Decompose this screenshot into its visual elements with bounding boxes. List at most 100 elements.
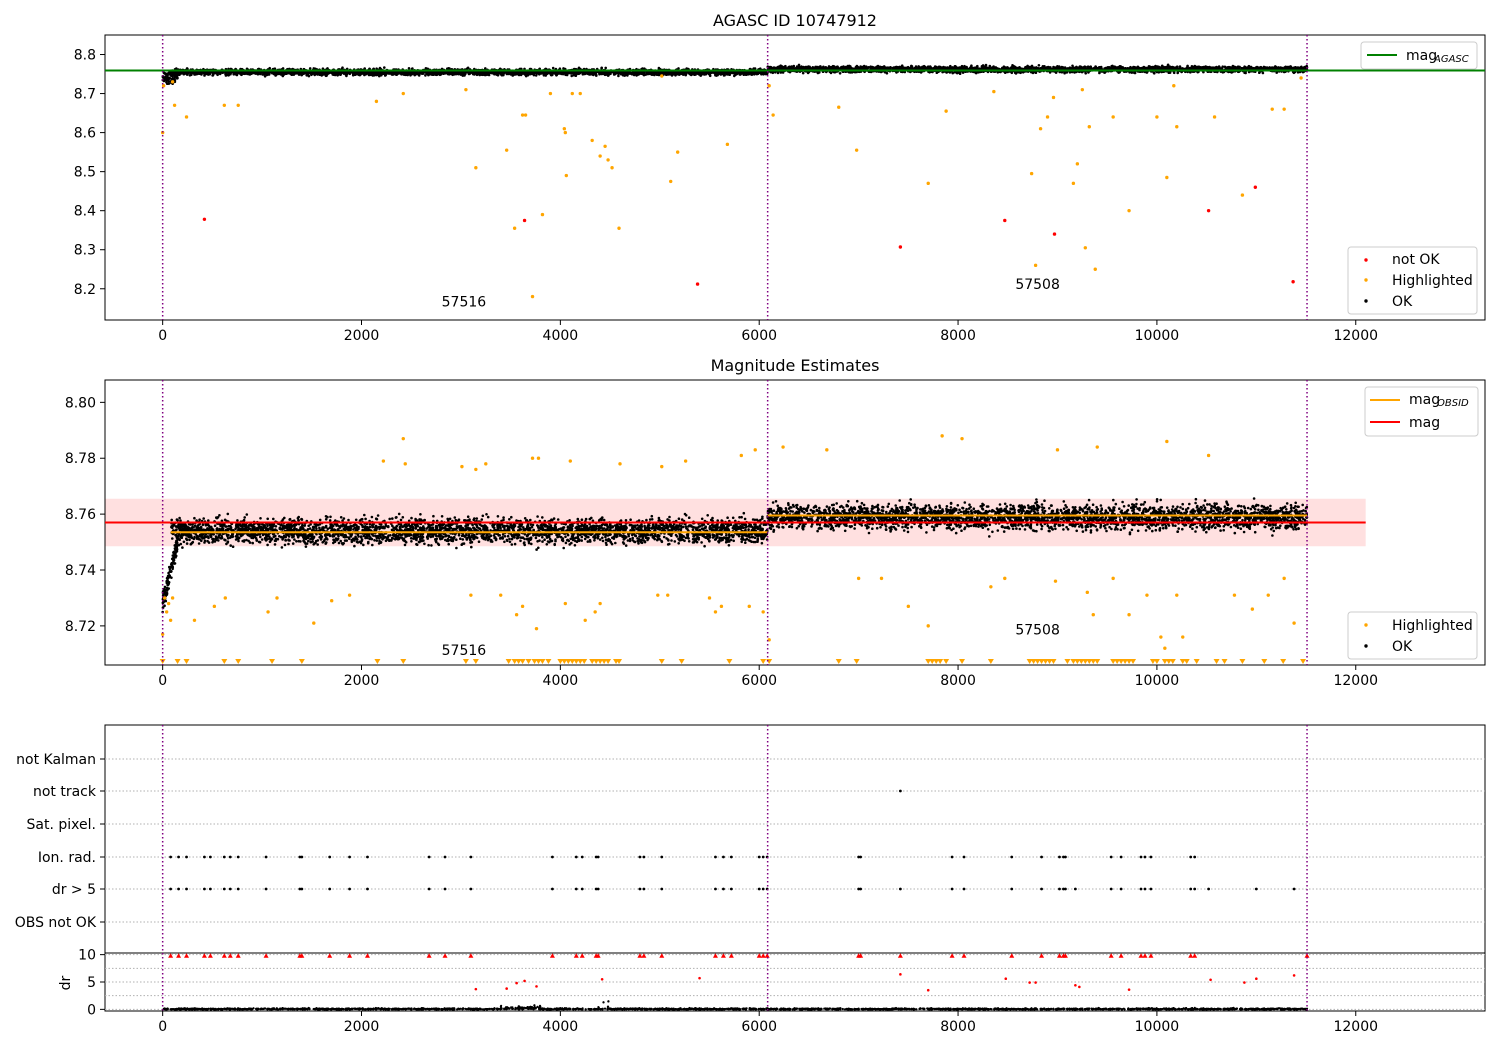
panel1-plot: 0 2000 4000 6000 8000 10000 120008.28.38.48.58… <box>74 34 1486 344</box>
ok-point <box>488 71 492 74</box>
ok-point <box>569 71 573 75</box>
ok-point <box>297 71 301 75</box>
ok-point <box>371 74 375 77</box>
ok-point <box>163 72 166 75</box>
ok-point <box>194 72 197 76</box>
ok-point <box>216 73 219 77</box>
ok-point <box>278 72 282 75</box>
ok-point <box>503 71 507 74</box>
ok-point <box>367 73 371 77</box>
ok-point <box>702 72 705 75</box>
ok-point <box>256 72 260 75</box>
ok-point <box>316 72 319 76</box>
ok-point <box>345 73 349 76</box>
ok-point <box>312 67 316 70</box>
ok-point <box>261 73 264 76</box>
ok-point <box>646 72 649 76</box>
ok-point <box>241 71 244 75</box>
ok-point <box>263 75 267 78</box>
ok-point <box>383 66 386 69</box>
ok-point <box>555 74 558 77</box>
ok-point <box>165 78 168 82</box>
ok-point <box>178 73 181 76</box>
ok-point <box>484 72 487 76</box>
axes-frame <box>104 34 1486 321</box>
ok-point <box>635 74 638 77</box>
ok-point <box>495 73 499 76</box>
ok-point <box>587 72 590 75</box>
ok-point <box>170 73 173 77</box>
ok-point <box>176 76 179 80</box>
ok-point <box>658 71 662 75</box>
ok-point <box>341 66 344 69</box>
ok-point <box>698 72 702 76</box>
ok-point <box>502 73 505 77</box>
ok-point <box>670 72 673 76</box>
ok-point <box>302 72 305 76</box>
ok-point <box>707 71 711 75</box>
ok-point <box>421 72 425 75</box>
ok-point <box>801 71 805 75</box>
ok-point <box>511 73 515 77</box>
ok-point <box>264 72 268 75</box>
ok-point <box>632 72 635 76</box>
ok-point <box>258 71 262 74</box>
ok-point <box>308 67 312 70</box>
ok-point <box>602 72 606 75</box>
ok-point <box>622 71 625 75</box>
ok-point <box>386 72 390 75</box>
ok-point <box>373 71 377 75</box>
ok-point <box>480 73 484 76</box>
ok-point <box>600 66 603 70</box>
ok-point <box>594 72 598 76</box>
ok-point <box>1037 64 1041 67</box>
ok-point <box>324 73 328 77</box>
ok-point <box>689 71 693 75</box>
ok-point <box>604 66 607 70</box>
ok-point <box>166 74 169 78</box>
ok-point <box>635 71 639 74</box>
ok-point <box>661 71 665 75</box>
ok-point <box>429 72 432 76</box>
ok-point <box>395 73 398 76</box>
ok-point <box>252 71 256 75</box>
ok-point <box>431 72 435 75</box>
ok-point <box>493 71 496 74</box>
ok-point <box>744 73 748 76</box>
ok-point <box>173 78 176 82</box>
ok-point <box>248 73 252 76</box>
ok-point <box>170 77 174 81</box>
ok-point <box>534 71 538 74</box>
ok-point <box>163 76 166 79</box>
ok-point <box>442 71 446 74</box>
ok-point <box>550 73 553 77</box>
ok-point <box>578 71 581 74</box>
ok-point <box>211 74 214 77</box>
ok-point <box>507 71 511 75</box>
ok-point <box>666 73 670 76</box>
ok-point <box>624 72 628 76</box>
ok-point <box>166 82 170 86</box>
ok-point <box>614 71 617 75</box>
ok-point <box>182 72 186 76</box>
ok-point <box>838 72 842 75</box>
ok-point <box>339 71 343 75</box>
ok-point <box>335 71 339 75</box>
ok-point <box>719 73 723 76</box>
ok-point <box>553 71 557 75</box>
ok-point <box>735 72 738 76</box>
ok-point <box>676 71 680 75</box>
ok-point <box>652 72 656 76</box>
ok-point <box>617 74 620 78</box>
ok-point <box>753 67 757 70</box>
ok-point <box>529 72 532 76</box>
panel1-title: AGASC ID 10747912 <box>713 11 877 30</box>
ok-point <box>407 67 411 70</box>
ok-point <box>274 71 278 74</box>
ok-point <box>333 73 337 77</box>
ok-point <box>326 67 329 70</box>
ok-point <box>304 71 308 75</box>
ok-point <box>403 71 407 75</box>
ok-point <box>224 74 228 77</box>
ok-point <box>560 72 563 76</box>
